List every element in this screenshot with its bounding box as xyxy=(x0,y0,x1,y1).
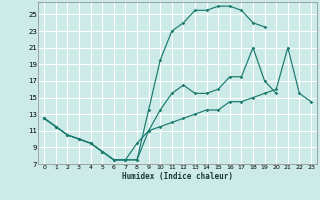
X-axis label: Humidex (Indice chaleur): Humidex (Indice chaleur) xyxy=(122,172,233,181)
